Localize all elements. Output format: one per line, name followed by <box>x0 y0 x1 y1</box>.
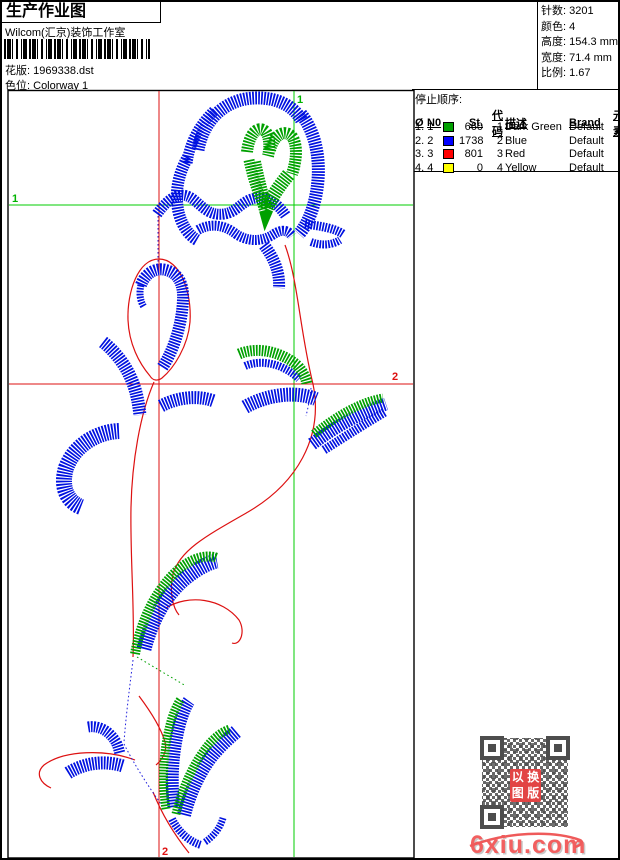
color-swatch <box>443 149 454 160</box>
stop-sequence-title: 停止顺序: <box>415 94 463 106</box>
stop-row: 1. 1 660 1 Dark Green Default <box>415 121 604 134</box>
flower-stitches <box>152 91 346 289</box>
design-stats: 针数: 3201 颜色: 4 高度: 154.3 mm 宽度: 71.4 mm … <box>537 2 619 89</box>
col-st: St. <box>468 117 483 129</box>
stat-scale: 比例: 1.67 <box>541 67 591 79</box>
end-marker-right: 2 <box>392 371 398 383</box>
watermark-swoosh <box>469 832 583 849</box>
col-n0: N0 <box>427 117 442 129</box>
col-desc: 描述 <box>505 118 527 130</box>
page-title: 生产作业图 <box>2 2 161 23</box>
barcode <box>4 39 150 59</box>
stat-width: 宽度: 71.4 mm <box>541 51 612 64</box>
design-canvas: 1 1 2 2 <box>7 89 415 858</box>
colorway-label: 色位: <box>5 80 31 92</box>
qr-center-stamp: 以 换 图 版 <box>510 769 541 802</box>
qr-finder-patterns <box>480 736 570 829</box>
pattern-file-label: 花版: <box>5 65 31 77</box>
stat-colors: 颜色: 4 <box>541 20 576 33</box>
pattern-file-row: 花版: 1969338.dst <box>5 62 94 78</box>
stop-row: 2. 2 1738 2 Blue Default <box>415 134 604 147</box>
pattern-file-value: 1969338.dst <box>33 65 94 77</box>
col-element: 元素 <box>613 107 618 139</box>
col-brand: Brand <box>569 117 601 129</box>
colorway-row: 色位: Colorway 1 <box>5 77 88 93</box>
color-swatch <box>443 122 454 133</box>
studio-name: Wilcom(汇京)装饰工作室 <box>5 27 126 39</box>
guide-lines: 1 1 2 2 <box>9 91 413 858</box>
lower-stitches <box>64 551 242 849</box>
stop-sequence-table: 停止顺序: Ø N0 St. 代码 描述 Brand 元素 1. 1 660 1… <box>412 89 618 174</box>
col-code: 代码 <box>492 110 503 138</box>
col-num: Ø <box>415 117 424 129</box>
stat-stitches: 针数: 3201 <box>541 5 594 17</box>
stop-row: 4. 4 0 4 Yellow Default <box>415 161 604 174</box>
table-header-row: Ø N0 St. 代码 描述 Brand 元素 <box>415 107 618 138</box>
color-swatch <box>443 135 454 146</box>
start-marker-top: 1 <box>297 94 303 106</box>
design-preview: 1 1 2 2 <box>7 89 415 858</box>
stop-row: 3. 3 801 3 Red Default <box>415 148 604 161</box>
color-swatch <box>443 162 454 173</box>
travel-stitches <box>123 216 312 805</box>
stat-height: 高度: 154.3 mm <box>541 36 619 48</box>
start-marker-left: 1 <box>12 193 18 205</box>
end-marker-bottom: 2 <box>162 846 168 858</box>
colorway-value: Colorway 1 <box>33 80 89 92</box>
